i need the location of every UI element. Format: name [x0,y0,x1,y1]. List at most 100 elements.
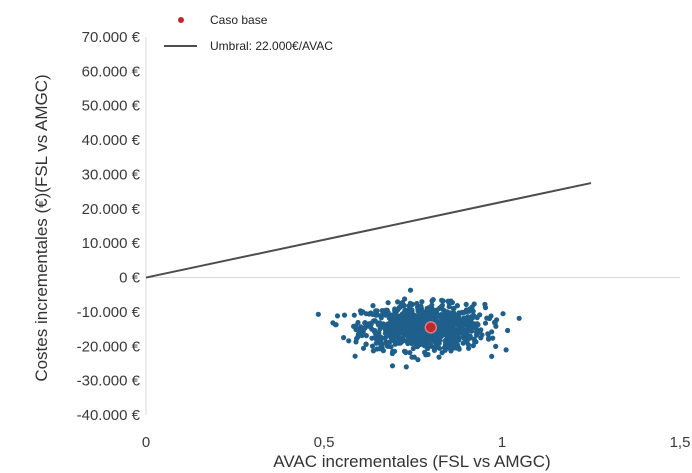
psa-point [500,311,506,317]
psa-point [393,313,399,319]
psa-point [453,345,459,351]
psa-point [445,325,451,331]
y-tick-label: 0 € [119,270,141,287]
psa-point [420,318,426,324]
psa-point [408,333,414,339]
psa-point [464,332,471,338]
psa-point [455,318,461,324]
psa-point [383,307,389,313]
psa-point [358,324,364,330]
psa-point [363,311,369,317]
psa-point [436,354,442,360]
psa-point [341,312,348,318]
psa-point [477,312,483,318]
psa-point [414,304,421,310]
psa-point [466,325,472,331]
psa-point [482,301,488,307]
psa-point [446,304,452,310]
psa-point [369,343,376,349]
psa-point [407,287,414,293]
psa-point [439,350,445,356]
psa-point [453,313,459,319]
psa-point [315,311,321,317]
y-tick-label: 20.000 € [82,201,141,218]
y-tick-label: 50.000 € [82,98,141,115]
x-tick-label: 0,5 [314,434,335,451]
psa-point [389,334,396,341]
y-tick-label: -40.000 € [77,407,141,424]
psa-point [424,313,430,319]
psa-point [389,327,395,333]
psa-point [372,334,378,340]
psa-point [453,337,459,343]
legend: Caso base Umbral: 22.000€/AVAC [164,13,333,53]
psa-point [397,324,403,330]
psa-point [341,335,347,341]
psa-point [395,307,401,313]
psa-point [490,335,496,341]
psa-point [355,331,361,337]
psa-point [414,342,420,348]
psa-point [493,343,499,349]
header-band [0,0,692,14]
psa-point [403,364,409,370]
x-tick-label: 1,5 [670,434,691,451]
legend-base-case-label: Caso base [210,13,268,27]
psa-point [463,309,470,315]
psa-point [459,309,465,315]
y-tick-label: -10.000 € [77,304,141,321]
y-axis-ticks: 70.000 € 60.000 € 50.000 € 40.000 € 30.000 €… [77,29,141,424]
psa-point [397,330,403,336]
y-tick-label: 60.000 € [82,63,141,80]
psa-point [385,330,391,336]
y-tick-label: 10.000 € [82,235,141,252]
psa-point [421,331,427,337]
psa-point [410,317,416,323]
x-axis-ticks: 0 0,5 1 1,5 [142,434,691,451]
psa-point [482,320,489,326]
psa-point [395,299,401,305]
psa-point [362,320,368,326]
psa-point [352,353,358,359]
psa-point [422,335,428,341]
psa-point [466,345,472,351]
y-tick-label: 70.000 € [82,29,141,46]
psa-point [387,320,393,326]
psa-point [505,327,511,334]
x-tick-label: 0 [142,434,150,451]
psa-point [407,300,413,306]
psa-point [377,320,383,326]
psa-point [425,351,431,358]
y-tick-label: 30.000 € [82,166,141,183]
psa-point [374,346,380,352]
y-tick-label: -30.000 € [77,373,141,390]
psa-point [415,330,421,336]
psa-point [448,321,454,327]
psa-point [417,313,423,319]
y-tick-label: -20.000 € [77,338,141,355]
psa-point [405,340,411,347]
psa-point [389,312,395,318]
psa-point [434,319,440,325]
psa-point [424,307,430,313]
psa-point [516,315,522,321]
psa-point [492,320,498,326]
psa-point [357,308,364,314]
psa-point [382,335,388,341]
psa-point [353,323,359,329]
psa-point [460,340,466,346]
psa-point [334,313,341,319]
psa-point [467,306,473,312]
psa-point [409,354,415,360]
psa-point [353,339,359,345]
psa-point [469,313,476,319]
psa-point [430,297,436,303]
psa-point [351,312,357,318]
x-axis-title: AVAC incrementales (FSL vs AMGC) [273,452,550,471]
psa-point [409,323,415,329]
y-tick-label: 40.000 € [82,132,141,149]
psa-point [415,357,421,363]
psa-point [439,318,445,324]
legend-threshold-label: Umbral: 22.000€/AVAC [210,39,333,53]
psa-point [383,312,389,318]
